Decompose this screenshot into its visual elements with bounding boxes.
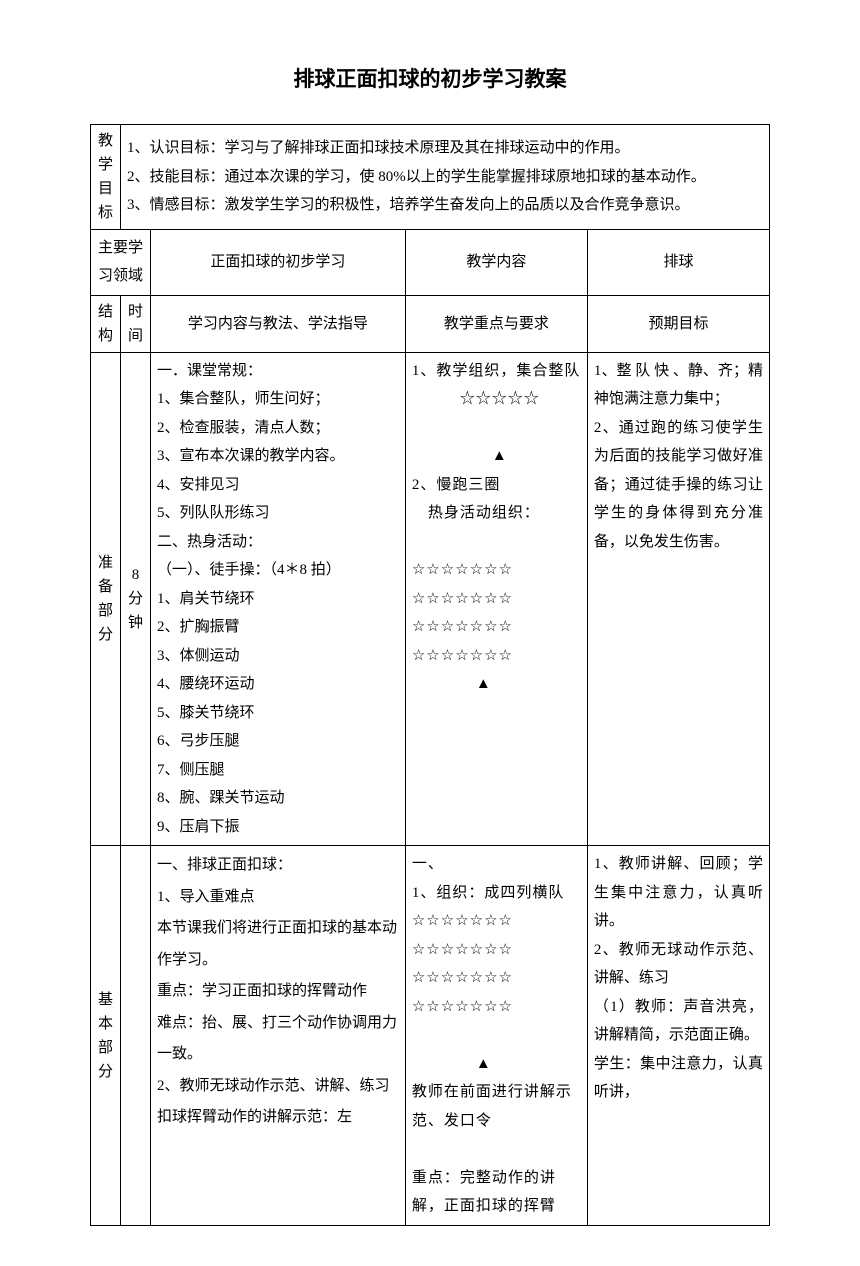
header-row: 结 构 时 间 学习内容与教法、学法指导 教学重点与要求 预期目标 — [91, 295, 770, 352]
header-time: 时 间 — [120, 295, 150, 352]
main-label: 基 本 部 分 — [91, 846, 121, 1226]
main-time — [120, 846, 150, 1226]
main-keypoints: 一、 1、组织：成四列横队 ☆☆☆☆☆☆☆ ☆☆☆☆☆☆☆ ☆☆☆☆☆☆☆ ☆☆… — [405, 846, 587, 1226]
prep-content: 一．课堂常规： 1、集合整队，师生问好； 2、检查服装，清点人数； 3、宣布本次… — [150, 352, 405, 846]
domain-value: 正面扣球的初步学习 — [150, 229, 405, 295]
domain-row: 主要学习领域 正面扣球的初步学习 教学内容 排球 — [91, 229, 770, 295]
prep-section-row: 准 备 部 分 8分钟 一．课堂常规： 1、集合整队，师生问好； 2、检查服装，… — [91, 352, 770, 846]
main-content: 一、排球正面扣球： 1、导入重难点 本节课我们将进行正面扣球的基本动作学习。 重… — [150, 846, 405, 1226]
prep-time: 8分钟 — [120, 352, 150, 846]
main-section-row: 基 本 部 分 一、排球正面扣球： 1、导入重难点 本节课我们将进行正面扣球的基… — [91, 846, 770, 1226]
teaching-content-label: 教学内容 — [405, 229, 587, 295]
prep-label: 准 备 部 分 — [91, 352, 121, 846]
objectives-row: 教 学 目 标 1、认识目标：学习与了解排球正面扣球技术原理及其在排球运动中的作… — [91, 124, 770, 229]
objectives-text: 1、认识目标：学习与了解排球正面扣球技术原理及其在排球运动中的作用。 2、技能目… — [120, 124, 769, 229]
main-goals: 1、教师讲解、回顾；学生集中注意力，认真听讲。 2、教师无球动作示范、讲解、练习… — [587, 846, 769, 1226]
lesson-plan-table: 教 学 目 标 1、认识目标：学习与了解排球正面扣球技术原理及其在排球运动中的作… — [90, 124, 770, 1226]
prep-keypoints: 1、教学组织，集合整队 ☆☆☆☆☆ ▲ 2、慢跑三圈 热身活动组织： ☆☆☆☆☆… — [405, 352, 587, 846]
teaching-content-value: 排球 — [587, 229, 769, 295]
header-structure: 结 构 — [91, 295, 121, 352]
page-title: 排球正面扣球的初步学习教案 — [90, 60, 770, 100]
prep-goals: 1、整 队 快 、静、齐；精神饱满注意力集中； 2、通过跑的练习使学生为后面的技… — [587, 352, 769, 846]
domain-label: 主要学习领域 — [91, 229, 151, 295]
objectives-label: 教 学 目 标 — [91, 124, 121, 229]
header-goals: 预期目标 — [587, 295, 769, 352]
header-content: 学习内容与教法、学法指导 — [150, 295, 405, 352]
header-keypoints: 教学重点与要求 — [405, 295, 587, 352]
